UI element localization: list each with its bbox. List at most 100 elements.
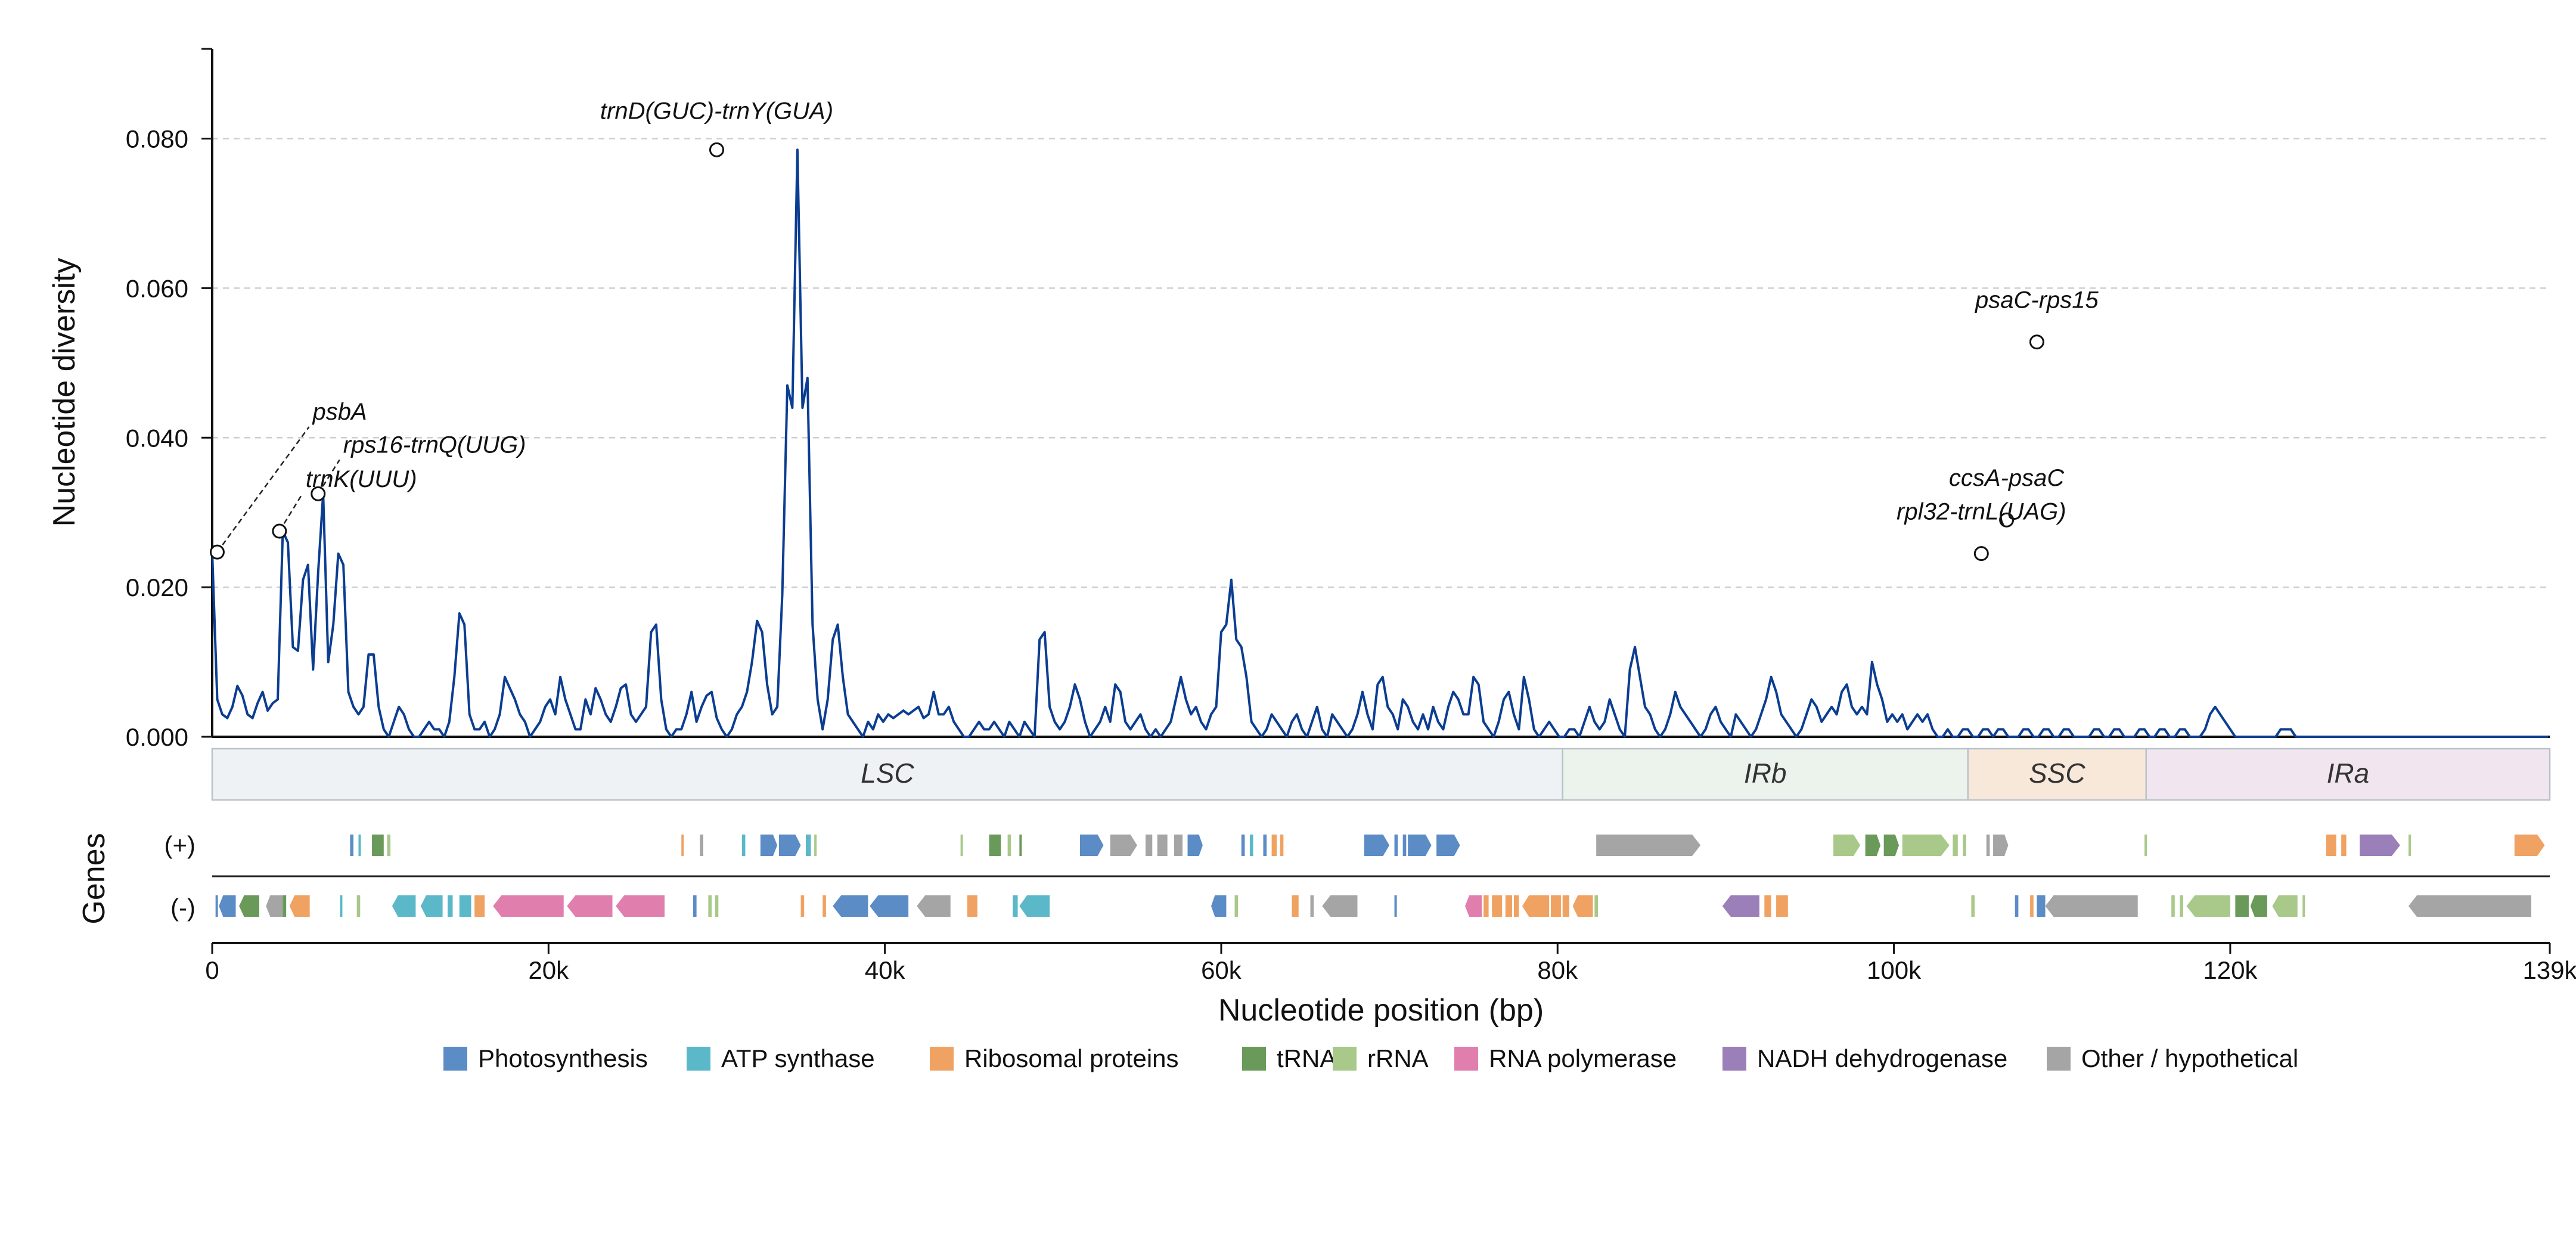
gene-mark bbox=[2408, 835, 2411, 856]
gene-mark bbox=[356, 895, 361, 917]
gene-mark bbox=[2326, 835, 2336, 856]
region-label: IRb bbox=[1744, 758, 1787, 789]
legend-label: ATP synthase bbox=[721, 1044, 875, 1072]
gene-mark bbox=[715, 895, 719, 917]
gene-arrow bbox=[2272, 895, 2298, 917]
peak-marker bbox=[1973, 546, 1989, 562]
gene-mark bbox=[1013, 895, 1018, 917]
gene-mark bbox=[2144, 835, 2147, 856]
gene-arrow bbox=[760, 835, 778, 856]
gene-mark bbox=[700, 835, 703, 856]
gene-arrow bbox=[2408, 895, 2531, 917]
gene-arrow bbox=[2514, 835, 2545, 856]
annotation-leader-line bbox=[317, 459, 340, 495]
annotation-leader-lines bbox=[216, 426, 340, 553]
gene-arrow bbox=[1110, 835, 1137, 856]
gene-arrow bbox=[1364, 835, 1390, 856]
gene-mark bbox=[358, 835, 361, 856]
gene-arrow bbox=[2360, 835, 2400, 856]
legend-label: Photosynthesis bbox=[478, 1044, 648, 1072]
gene-arrow bbox=[493, 895, 564, 917]
gene-mark bbox=[1271, 835, 1277, 856]
strand-plus-label: (+) bbox=[165, 831, 196, 859]
gene-mark bbox=[1174, 835, 1183, 856]
gene-mark bbox=[2341, 835, 2347, 856]
gene-mark bbox=[2030, 895, 2034, 917]
gene-mark bbox=[1249, 835, 1253, 856]
gene-mark bbox=[967, 895, 977, 917]
gene-mark bbox=[340, 895, 343, 917]
gene-mark bbox=[350, 835, 354, 856]
peak-marker bbox=[209, 544, 225, 560]
gene-arrow bbox=[289, 895, 310, 917]
gene-arrow bbox=[833, 895, 868, 917]
gene-arrow bbox=[870, 895, 909, 917]
legend-swatch bbox=[2047, 1047, 2071, 1071]
x-tick-label: 139k bbox=[2522, 956, 2576, 984]
gene-mark bbox=[283, 895, 287, 917]
peak-marker bbox=[2029, 334, 2044, 350]
region-block bbox=[2145, 748, 2551, 801]
gene-arrow bbox=[1883, 835, 1900, 856]
legend-swatch bbox=[1454, 1047, 1478, 1071]
gene-mark bbox=[1394, 835, 1398, 856]
legend-label: rRNA bbox=[1367, 1044, 1429, 1072]
y-tick-label: 0.080 bbox=[126, 125, 188, 153]
y-axis-label: Nucleotide diversity bbox=[47, 258, 82, 527]
gene-mark bbox=[474, 895, 485, 917]
peak-marker bbox=[709, 142, 724, 157]
peak-marker bbox=[1999, 512, 2015, 528]
gene-mark bbox=[2037, 895, 2046, 917]
gene-mark bbox=[2302, 895, 2305, 917]
y-tick-label: 0.060 bbox=[126, 274, 188, 302]
x-tick-label: 0 bbox=[205, 956, 219, 984]
gene-arrow bbox=[2045, 895, 2138, 917]
annotation-leader-line bbox=[216, 426, 310, 553]
gene-mark bbox=[1234, 895, 1239, 917]
gene-arrow bbox=[616, 895, 665, 917]
x-tick-label: 80k bbox=[1537, 956, 1578, 984]
gene-mark bbox=[806, 835, 811, 856]
x-tick-label: 40k bbox=[865, 956, 906, 984]
gene-arrow bbox=[1833, 835, 1861, 856]
peak-label: trnK(UUU) bbox=[306, 466, 417, 492]
y-tick-label: 0.040 bbox=[126, 424, 188, 452]
gene-arrow bbox=[1902, 835, 1950, 856]
gene-arrow bbox=[1019, 895, 1050, 917]
gene-arrow bbox=[1079, 835, 1104, 856]
x-tick-label: 120k bbox=[2203, 956, 2258, 984]
gene-mark bbox=[1513, 895, 1519, 917]
strand-minus-label: (-) bbox=[170, 894, 195, 922]
region-label: IRa bbox=[2327, 758, 2370, 789]
legend-swatch bbox=[1333, 1047, 1357, 1071]
gene-arrow bbox=[2250, 895, 2267, 917]
gene-mark bbox=[1764, 895, 1771, 917]
gene-mark bbox=[1986, 835, 1990, 856]
genes-minus-strand bbox=[215, 895, 2531, 917]
x-tick-label: 20k bbox=[528, 956, 569, 984]
gene-mark bbox=[960, 835, 963, 856]
gene-arrow bbox=[420, 895, 443, 917]
gene-mark bbox=[372, 835, 384, 856]
peak-label: psbA bbox=[312, 399, 367, 425]
gene-arrow bbox=[1522, 895, 1550, 917]
gene-mark bbox=[387, 835, 391, 856]
gene-arrow bbox=[1993, 835, 2009, 856]
gene-mark bbox=[1310, 895, 1314, 917]
gene-mark bbox=[215, 895, 218, 917]
gene-arrow bbox=[1211, 895, 1227, 917]
genes-track-label: Genes bbox=[77, 833, 111, 924]
legend-swatch bbox=[930, 1047, 954, 1071]
legend-label: Ribosomal proteins bbox=[964, 1044, 1179, 1072]
gene-mark bbox=[1776, 895, 1788, 917]
legend-swatch bbox=[1242, 1047, 1266, 1071]
y-axis-ticks: 0.000 0.020 0.040 0.060 0.080 bbox=[126, 48, 212, 751]
gene-mark bbox=[1550, 895, 1561, 917]
gene-mark bbox=[2171, 895, 2175, 917]
legend-label: tRNA bbox=[1277, 1044, 1336, 1072]
region-label: LSC bbox=[861, 758, 914, 789]
genes-plus-strand bbox=[350, 835, 2545, 856]
gene-arrow bbox=[567, 895, 613, 917]
x-tick-label: 60k bbox=[1201, 956, 1242, 984]
gene-arrow bbox=[1596, 835, 1701, 856]
